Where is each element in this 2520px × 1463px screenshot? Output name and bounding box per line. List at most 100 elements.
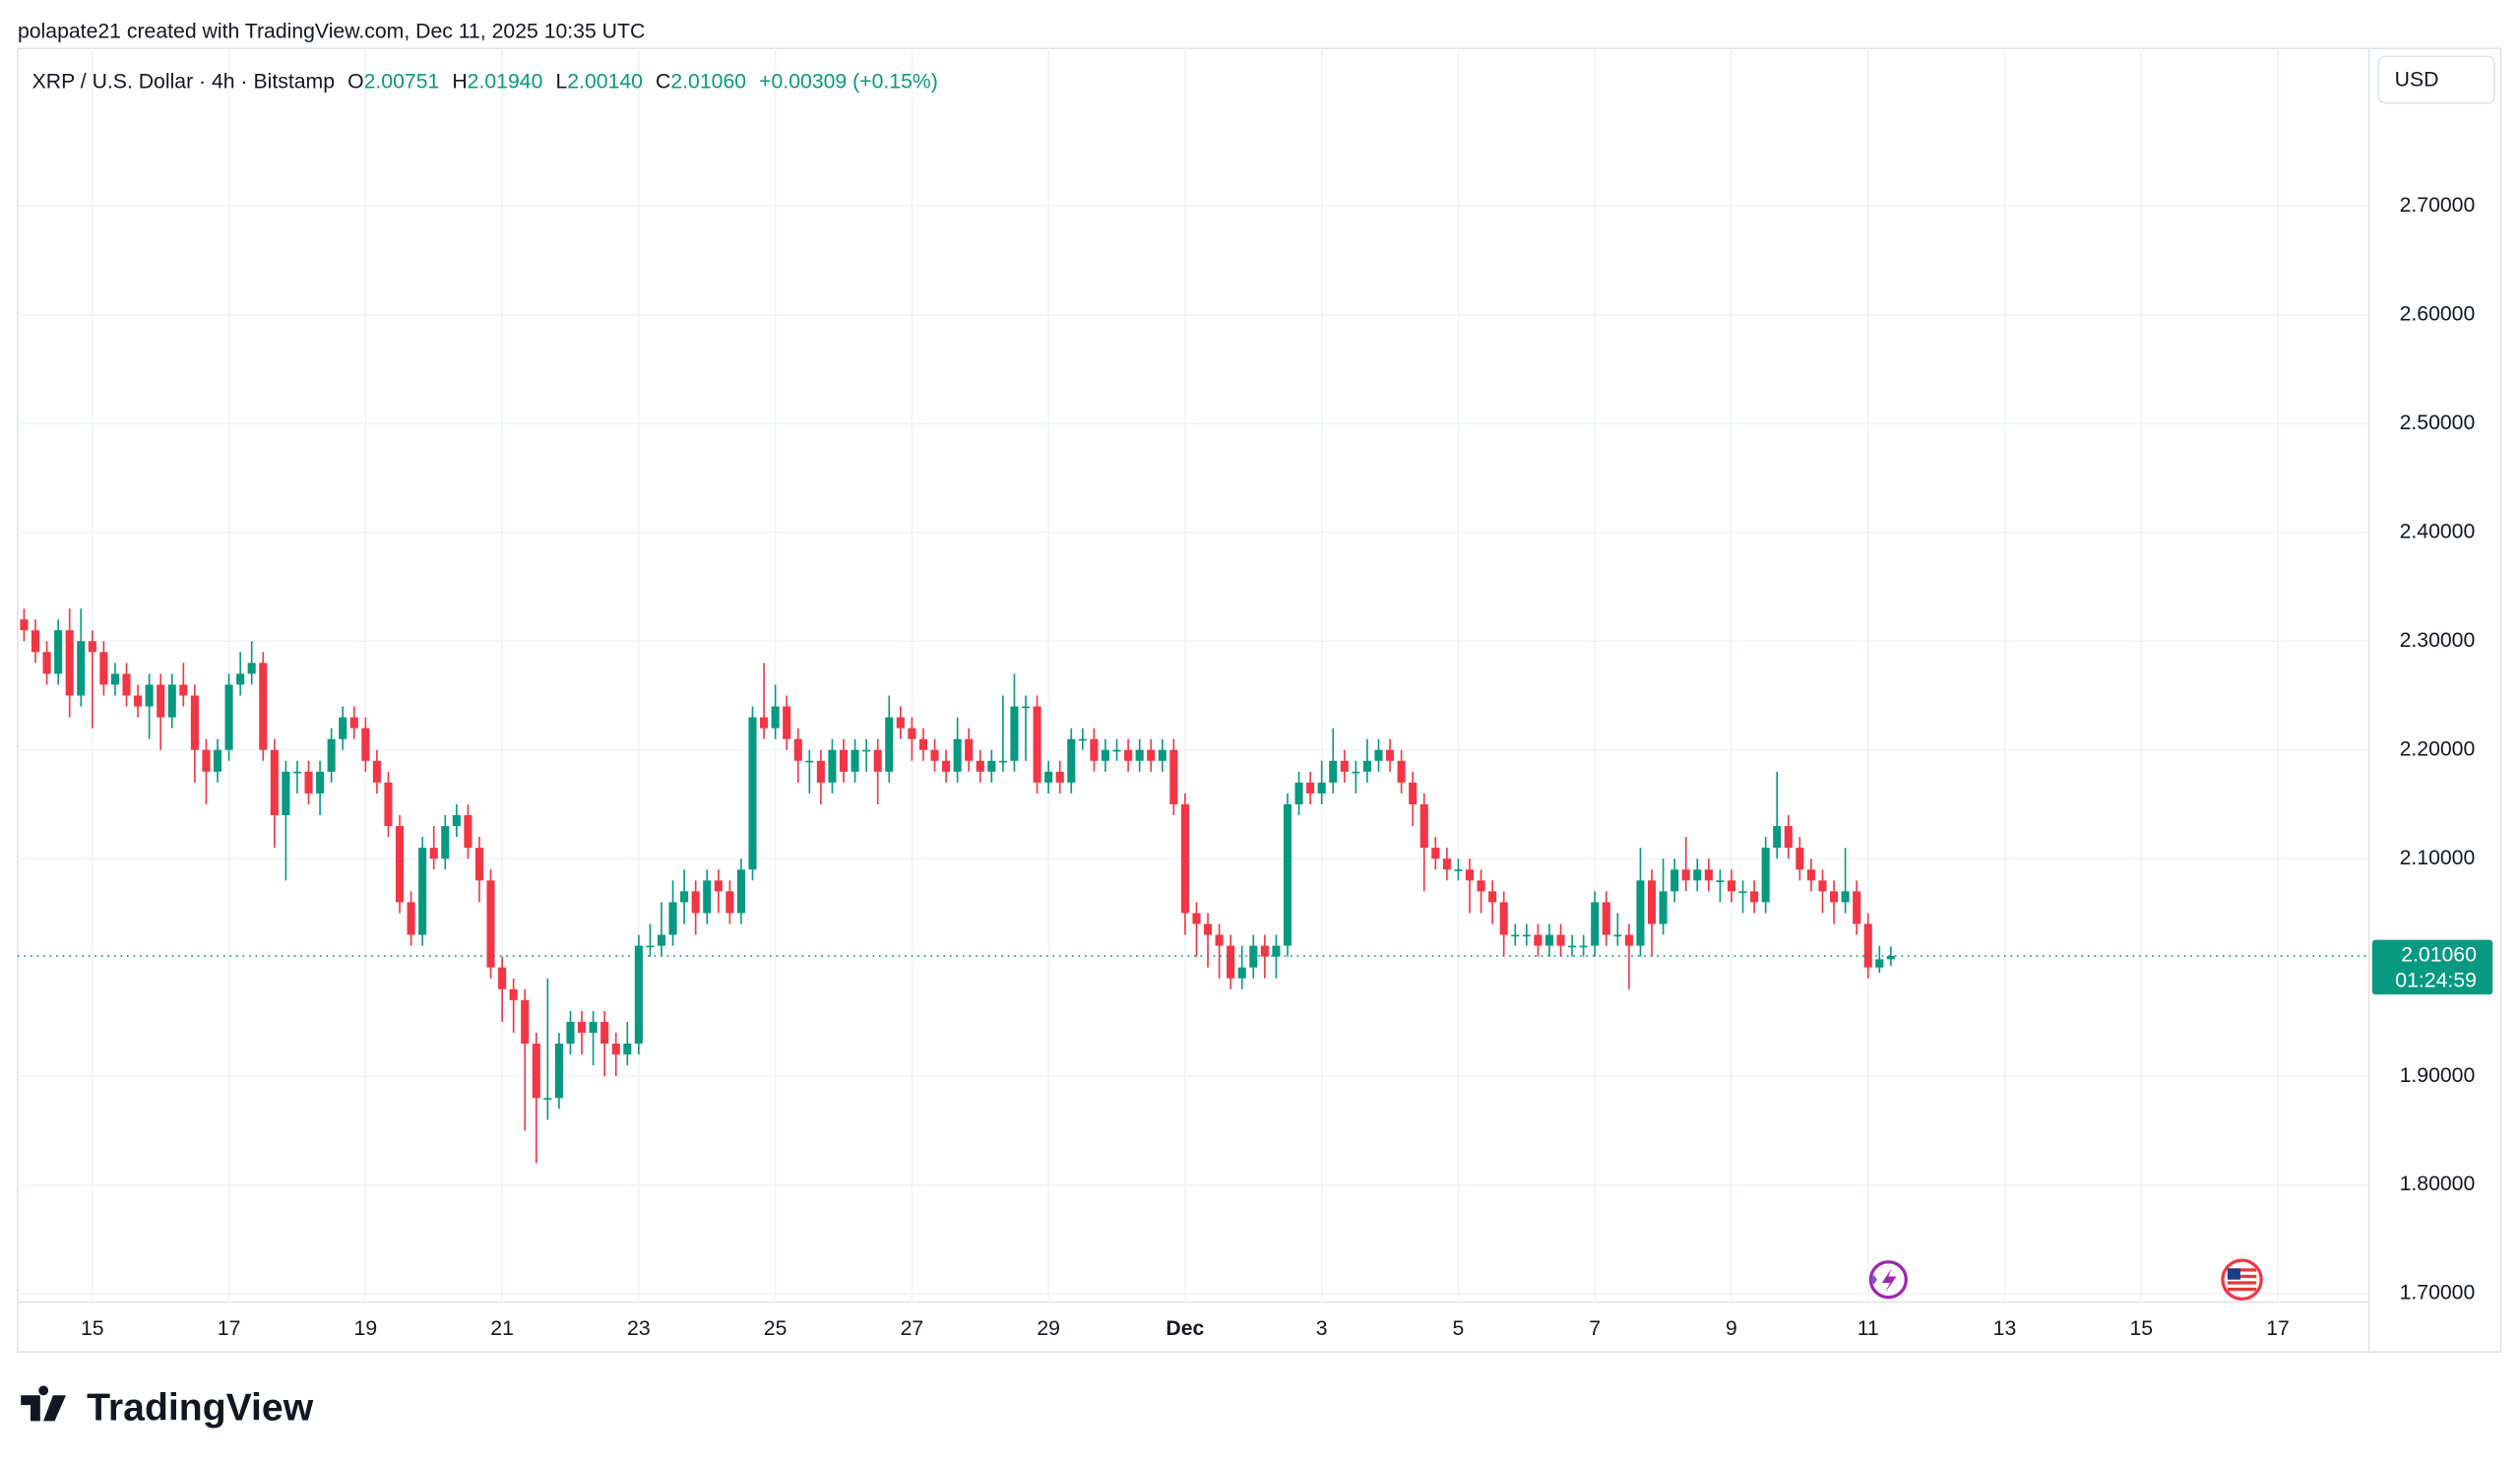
candle-body bbox=[1784, 826, 1793, 849]
candle-body bbox=[1465, 869, 1475, 881]
candle-body bbox=[1773, 826, 1782, 849]
candle-body bbox=[1544, 934, 1554, 946]
candle-body bbox=[1761, 848, 1770, 903]
logo: TradingView bbox=[21, 1385, 314, 1429]
candle-body bbox=[725, 891, 734, 914]
x-tick-label: 11 bbox=[1858, 1317, 1879, 1340]
candle-body bbox=[623, 1044, 632, 1055]
candle-body bbox=[384, 782, 393, 827]
x-tick-label: 21 bbox=[490, 1317, 514, 1340]
candle-body bbox=[862, 749, 871, 752]
logo-text: TradingView bbox=[87, 1386, 314, 1429]
y-tick-label: 2.10000 bbox=[2400, 847, 2476, 869]
candle-body bbox=[885, 717, 894, 772]
x-tick-label: 17 bbox=[2266, 1317, 2290, 1340]
candle-body bbox=[1477, 880, 1485, 892]
ohlc-value: 2.01060 bbox=[670, 70, 746, 93]
candle-body bbox=[1021, 706, 1031, 709]
x-tick-label: 15 bbox=[81, 1317, 104, 1340]
candle-body bbox=[418, 848, 427, 935]
candle-body bbox=[1010, 706, 1019, 761]
candle-body bbox=[236, 673, 245, 685]
candle-body bbox=[1329, 760, 1338, 783]
candle-body bbox=[1647, 880, 1657, 924]
candle-body bbox=[213, 749, 222, 772]
candle-body bbox=[247, 663, 256, 674]
ohlc-label: L bbox=[555, 70, 567, 93]
candle-body bbox=[839, 749, 849, 772]
candle-body bbox=[498, 967, 507, 989]
candle-body bbox=[395, 826, 405, 903]
candle-body bbox=[1409, 782, 1418, 804]
candle-body bbox=[1727, 880, 1736, 892]
candle-body bbox=[31, 630, 40, 653]
y-tick-label: 2.50000 bbox=[2400, 412, 2476, 434]
candle-body bbox=[1192, 913, 1201, 924]
candle-body bbox=[1397, 760, 1406, 783]
candle-body bbox=[600, 1021, 609, 1045]
grid bbox=[17, 48, 2369, 1303]
ohlc-value: 2.00751 bbox=[364, 70, 440, 93]
candle-body bbox=[316, 771, 325, 794]
candle-body bbox=[134, 695, 143, 707]
candle-body bbox=[1841, 891, 1850, 903]
candle-body bbox=[1454, 869, 1463, 871]
candle-body bbox=[407, 902, 415, 935]
candle-body bbox=[441, 826, 450, 859]
candle-body bbox=[1886, 955, 1895, 960]
candle-body bbox=[589, 1021, 598, 1033]
candle-body bbox=[157, 684, 165, 718]
x-tick-label: 17 bbox=[218, 1317, 241, 1340]
candle-body bbox=[1352, 771, 1360, 774]
candle-body bbox=[1591, 902, 1600, 946]
x-tick-label: 5 bbox=[1453, 1317, 1465, 1340]
currency-button[interactable] bbox=[2377, 55, 2495, 104]
candle-body bbox=[1796, 848, 1804, 870]
candle-body bbox=[953, 738, 962, 772]
candle-body bbox=[20, 619, 29, 631]
candle-body bbox=[1260, 945, 1269, 957]
candle-body bbox=[521, 999, 530, 1045]
currency[interactable]: USD bbox=[2395, 68, 2439, 91]
candle-body bbox=[1602, 902, 1610, 935]
candle-body bbox=[361, 728, 370, 761]
candle-body bbox=[282, 771, 290, 816]
ohlc-label: C bbox=[656, 70, 670, 93]
candle-body bbox=[771, 706, 780, 729]
x-tick-label: Dec bbox=[1166, 1317, 1204, 1340]
candle-body bbox=[1681, 869, 1690, 881]
candle-body bbox=[339, 717, 347, 739]
candle-body bbox=[1124, 749, 1133, 761]
candle-body bbox=[486, 880, 495, 968]
y-tick-label: 2.40000 bbox=[2400, 520, 2476, 542]
candle-body bbox=[554, 1044, 563, 1099]
x-tick-label: 13 bbox=[1993, 1317, 2017, 1340]
candle-body bbox=[1818, 880, 1827, 892]
y-tick-label: 2.30000 bbox=[2400, 629, 2476, 652]
candle-body bbox=[976, 760, 984, 772]
candle-body bbox=[54, 630, 63, 674]
candle-body bbox=[1215, 934, 1224, 946]
us-flag-icon bbox=[2221, 1258, 2263, 1301]
candle-body bbox=[1522, 934, 1531, 937]
candle-body bbox=[987, 760, 996, 772]
candle-body bbox=[1044, 771, 1053, 783]
candle-body bbox=[703, 880, 712, 914]
candle-body bbox=[748, 717, 757, 870]
ohlc-value: 2.01940 bbox=[468, 70, 543, 93]
candle-body bbox=[1147, 749, 1156, 761]
candle-body bbox=[167, 684, 176, 718]
candle-body bbox=[190, 695, 199, 750]
candle-body bbox=[783, 706, 791, 739]
candle-body bbox=[908, 728, 916, 739]
candle-body bbox=[1272, 945, 1281, 957]
candle-body bbox=[1863, 923, 1872, 968]
candle-body bbox=[1750, 891, 1759, 903]
candle-body bbox=[1738, 891, 1747, 893]
candle-body bbox=[1283, 803, 1292, 946]
event-icon bbox=[1868, 1260, 1908, 1300]
candle-body bbox=[1806, 869, 1815, 881]
candle-body bbox=[1442, 859, 1451, 870]
